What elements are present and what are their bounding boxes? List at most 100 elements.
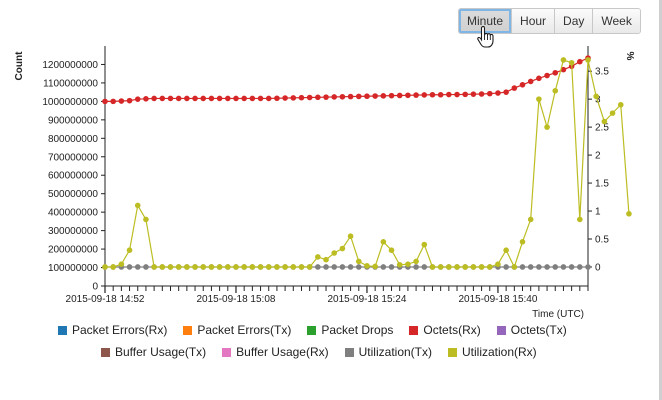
minute-button[interactable]: Minute [459, 9, 513, 33]
legend-swatch [447, 347, 457, 357]
data-point [470, 264, 477, 270]
data-point [249, 264, 256, 270]
data-point [413, 258, 419, 265]
data-point [429, 264, 436, 270]
series-line [105, 57, 589, 102]
data-point [290, 95, 297, 101]
time-range-selector: Minute Hour Day Week [458, 8, 641, 34]
data-point [184, 95, 190, 102]
legend-item[interactable]: Octets(Rx) [409, 323, 481, 337]
data-point [110, 264, 116, 270]
data-point [527, 78, 534, 85]
data-point [511, 85, 518, 91]
data-point [593, 93, 599, 100]
y-tick-left-label: 700000000 [48, 152, 98, 163]
data-point [421, 241, 428, 248]
data-point [241, 95, 247, 102]
legend-swatch [222, 347, 232, 357]
legend-item[interactable]: Packet Drops [307, 323, 393, 337]
data-point [265, 264, 272, 270]
legend-label: Utilization(Tx) [358, 345, 432, 359]
data-point [110, 98, 116, 105]
data-point [617, 101, 624, 108]
data-point [577, 216, 583, 223]
data-point [208, 95, 215, 102]
data-point [527, 216, 534, 223]
series-group [102, 55, 591, 105]
legend-swatch [409, 325, 419, 335]
data-point [339, 93, 346, 100]
data-point [159, 264, 166, 270]
data-point [560, 264, 567, 270]
data-point [290, 264, 297, 270]
legend-label: Buffer Usage(Rx) [236, 345, 329, 359]
data-point [102, 264, 108, 270]
data-point [470, 91, 477, 97]
data-point [175, 95, 182, 102]
data-point [355, 264, 362, 270]
legend-swatch [307, 325, 317, 335]
data-point [192, 95, 198, 102]
data-point [167, 95, 174, 102]
data-point [315, 264, 321, 270]
legend-swatch [183, 325, 193, 335]
y-tick-left-label: 500000000 [48, 189, 98, 200]
data-point [216, 95, 223, 102]
y-tick-left-label: 400000000 [48, 208, 98, 219]
x-axis-label: Time (UTC) [532, 309, 584, 320]
legend-row-1: Packet Errors(Rx) Packet Errors(Tx) Pack… [58, 323, 583, 337]
data-point [421, 92, 428, 98]
data-point [503, 247, 509, 253]
data-point [200, 264, 207, 270]
legend-item[interactable]: Utilization(Rx) [447, 345, 537, 359]
data-point [462, 264, 469, 270]
data-point [364, 93, 370, 100]
data-point [486, 90, 493, 97]
data-point [380, 93, 387, 99]
week-button[interactable]: Week [593, 9, 640, 33]
day-button[interactable]: Day [555, 9, 594, 33]
y-tick-left-label: 1000000000 [42, 97, 98, 108]
data-point [544, 124, 550, 130]
legend-item[interactable]: Buffer Usage(Tx) [101, 345, 206, 359]
y-tick-right-label: 0 [595, 262, 601, 273]
hour-button[interactable]: Hour [512, 9, 556, 33]
data-point [339, 264, 346, 270]
data-point [536, 264, 542, 270]
y-tick-left-label: 1100000000 [43, 78, 98, 89]
data-point [577, 264, 583, 270]
data-point [175, 264, 182, 270]
data-point [265, 95, 272, 102]
y-tick-left-label: 1200000000 [42, 60, 98, 71]
data-point [568, 59, 575, 66]
legend-item[interactable]: Packet Errors(Rx) [58, 323, 167, 337]
data-point [388, 247, 395, 253]
data-point [429, 91, 436, 98]
data-point [396, 261, 403, 268]
data-point [380, 239, 387, 245]
data-point [282, 95, 288, 101]
legend-item[interactable]: Buffer Usage(Rx) [222, 345, 329, 359]
legend-item[interactable]: Utilization(Tx) [344, 345, 432, 359]
data-point [355, 93, 362, 100]
data-point [331, 264, 338, 270]
data-point [511, 264, 518, 270]
data-point [274, 264, 280, 270]
y-tick-right-label: 3.5 [595, 67, 609, 78]
legend-item[interactable]: Octets(Tx) [496, 323, 567, 337]
legend-swatch [101, 347, 110, 357]
y-tick-left-label: 600000000 [48, 171, 98, 182]
data-point [347, 93, 354, 100]
data-point [331, 94, 338, 100]
y-tick-right-label: 1 [595, 207, 601, 218]
legend-label: Packet Errors(Rx) [72, 323, 168, 337]
data-point [233, 264, 239, 270]
y-tick-left-label: 200000000 [48, 245, 98, 256]
data-point [577, 58, 583, 65]
data-point [159, 95, 166, 102]
axes: 0 100000000 200000000 300000000 400000000 500… [42, 46, 609, 305]
data-point [364, 263, 370, 269]
y-tick-left-label: 900000000 [48, 115, 98, 126]
legend-swatch [58, 325, 67, 335]
legend-item[interactable]: Packet Errors(Tx) [183, 323, 291, 337]
